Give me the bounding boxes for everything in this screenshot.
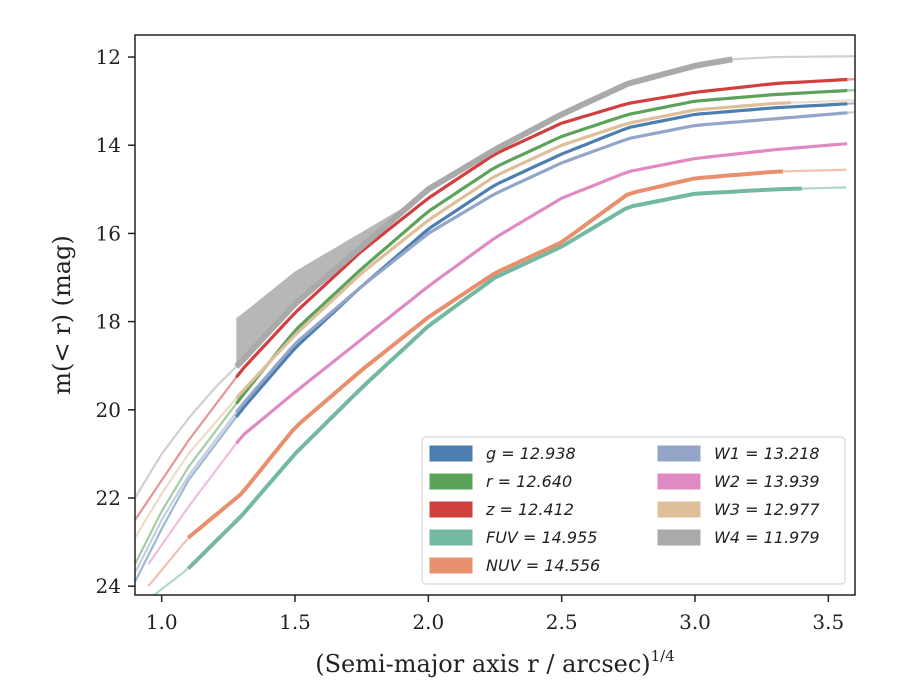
series-w3-measured-line: [235, 101, 792, 400]
series-w1-measured-line: [235, 111, 848, 414]
x-axis: 1.0 1.5 2.0 2.5 3.0 3.5: [146, 595, 844, 634]
y-tick-label: 22: [96, 486, 121, 510]
legend-label: W4 = 11.979: [714, 528, 820, 547]
legend-swatch: [657, 445, 701, 462]
series-nuv: [147, 168, 847, 587]
legend-item-w2: W2 = 13.939: [657, 472, 820, 491]
legend-item-fuv: FUV = 14.955: [429, 528, 597, 547]
x-tick-label: 3.5: [812, 610, 844, 634]
legend-label: W2 = 13.939: [714, 472, 820, 491]
y-tick-label: 16: [96, 221, 121, 245]
legend-label: r = 12.640: [486, 472, 572, 491]
series-w3: [135, 99, 855, 539]
legend-item-z: z = 12.412: [429, 500, 574, 519]
series-w1: [135, 111, 855, 574]
legend-swatch: [429, 501, 473, 518]
series-r-measured-line: [235, 88, 848, 405]
x-axis-label: (Semi-major axis r / arcsec)1/4: [315, 647, 675, 678]
x-tick-label: 2.0: [412, 610, 444, 634]
series-z: [135, 77, 855, 521]
legend-swatch: [657, 501, 701, 518]
x-tick-label: 1.5: [279, 610, 311, 634]
legend-label: W1 = 13.218: [714, 444, 820, 463]
series-z-measured-line: [235, 77, 848, 379]
legend-swatch: [657, 473, 701, 490]
x-tick-label: 3.0: [679, 610, 711, 634]
legend-label: z = 12.412: [485, 500, 574, 519]
legend-item-r: r = 12.640: [429, 472, 572, 491]
series-w2: [147, 142, 848, 565]
series-fuv: [152, 186, 847, 595]
legend-item-w4: W4 = 11.979: [657, 528, 820, 547]
legend-label: FUV = 14.955: [486, 528, 597, 547]
series-fuv-measured-line: [186, 186, 802, 570]
y-tick-label: 20: [96, 398, 121, 422]
legend-label: NUV = 14.556: [486, 556, 600, 575]
legend-label: W3 = 12.977: [714, 500, 820, 519]
y-axis: 12 14 16 18 20 22 24: [96, 45, 135, 598]
series-w4: [135, 55, 855, 499]
legend: g = 12.938 r = 12.640 z = 12.412 FUV = 14.9…: [421, 436, 846, 585]
x-tick-label: 2.5: [546, 610, 578, 634]
plot-frame: [134, 34, 856, 596]
legend-label: g = 12.938: [486, 444, 576, 463]
legend-box: [421, 436, 846, 585]
y-tick-label: 18: [96, 310, 121, 334]
legend-swatch: [429, 529, 473, 546]
y-tick-label: 12: [96, 45, 121, 69]
y-tick-label: 24: [96, 574, 121, 598]
series-nuv-measured-line: [187, 169, 784, 540]
legend-swatch: [429, 445, 473, 462]
x-axis-label-superscript: 1/4: [651, 647, 675, 665]
y-tick-label: 14: [96, 133, 121, 157]
legend-item-g: g = 12.938: [429, 444, 576, 463]
x-axis-label-main: (Semi-major axis r / arcsec): [315, 650, 650, 678]
series-w2-measured-line: [235, 142, 848, 445]
legend-item-w3: W3 = 12.977: [657, 500, 820, 519]
legend-item-nuv: NUV = 14.556: [429, 556, 600, 575]
x-tick-label: 1.0: [146, 610, 178, 634]
y-axis-label: m(< r) (mag): [48, 235, 76, 394]
series-w4-measured-line: [234, 56, 733, 369]
legend-swatch: [657, 529, 701, 546]
curves-group: [135, 55, 855, 595]
legend-item-w1: W1 = 13.218: [657, 444, 820, 463]
legend-swatch: [429, 557, 473, 574]
legend-swatch: [429, 473, 473, 490]
